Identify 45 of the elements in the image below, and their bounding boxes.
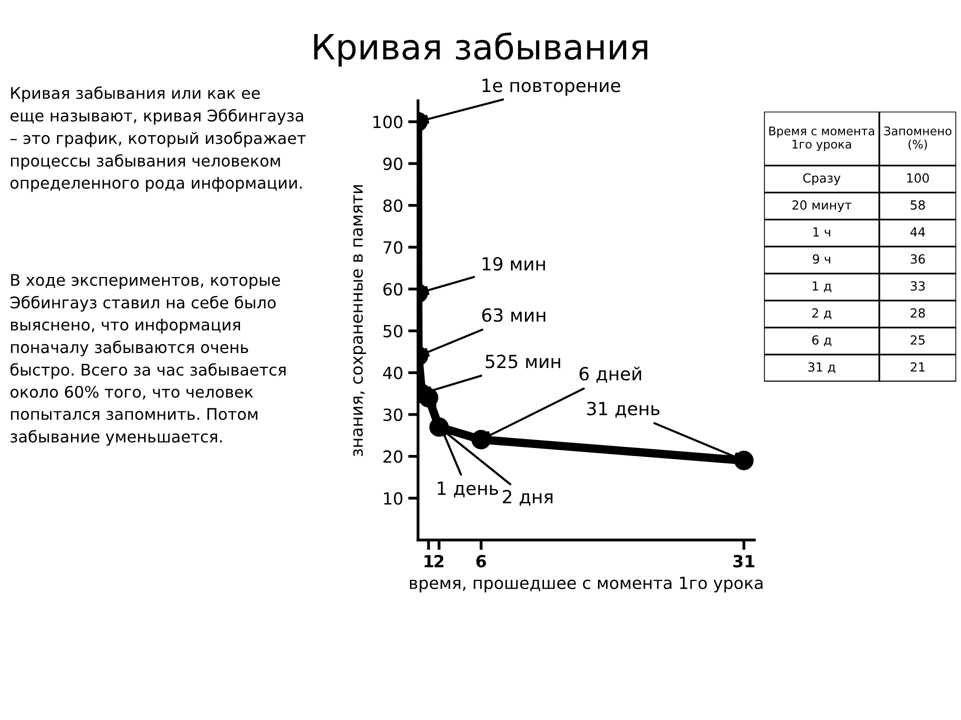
data-label: 28 xyxy=(910,308,925,318)
category-label: 31 д xyxy=(808,362,836,374)
category-label: Сразу xyxy=(803,173,840,186)
annotation: 63 мин xyxy=(482,308,546,322)
x-axis-title: время, прошедшее с момента 1го урока xyxy=(410,576,762,592)
data-label: 25 xyxy=(910,335,925,345)
category-label: 1 д xyxy=(812,281,832,292)
y-tick-label: 100 xyxy=(373,116,402,128)
y-axis-title: знания, сохраненные в памяти xyxy=(353,185,366,456)
text: В ходе экспериментов, которые Эббингауз ставил на себе было выяснено, что информация поначалу забываются очень быстро. Всего за час забывается около 60% того, что человек попытался запомнить. Потом забывание уменьшается. xyxy=(10,274,286,446)
category-label: 2 д xyxy=(812,308,832,320)
text: Кривая забывания xyxy=(314,32,648,67)
annotation: 2 дня xyxy=(502,490,552,506)
y-tick-label: 70 xyxy=(384,241,402,254)
x-tick-label: 1 xyxy=(424,555,434,568)
data-label: 58 xyxy=(910,200,925,210)
data-label: 33 xyxy=(910,281,925,291)
x-tick-label: 2 xyxy=(434,554,444,568)
category-label: 6 д xyxy=(812,335,832,346)
category-label: 9 ч xyxy=(812,254,830,264)
x-tick-label: 31 xyxy=(733,554,754,568)
data-label: 100 xyxy=(907,173,929,183)
y-tick-label: 60 xyxy=(383,282,402,296)
text: Запомнено (%) xyxy=(884,126,952,150)
y-tick-label: 40 xyxy=(383,366,402,380)
annotation: 31 день xyxy=(587,402,660,418)
text: Время с момента 1го урока xyxy=(769,126,874,151)
category-label: 1 ч xyxy=(813,227,830,237)
data-label: 21 xyxy=(910,362,925,372)
text: Кривая забывания или как ее еще называют, кривая Эббингауза – это график, который изображает процессы забывания человеком определенного рода информации. xyxy=(10,86,306,192)
annotation: 525 мин xyxy=(486,354,560,368)
y-tick-label: 30 xyxy=(384,408,402,422)
y-tick-label: 20 xyxy=(383,450,402,463)
data-label: 36 xyxy=(910,254,925,264)
annotation: 19 мин xyxy=(482,257,545,271)
y-tick-label: 50 xyxy=(384,324,402,338)
data-label: 44 xyxy=(910,227,926,237)
category-label: 20 минут xyxy=(792,200,852,212)
y-tick-label: 80 xyxy=(383,199,402,212)
y-tick-label: 90 xyxy=(383,158,402,170)
y-tick-label: 10 xyxy=(384,492,402,505)
annotation: 6 дней xyxy=(580,366,642,383)
x-tick-label: 6 xyxy=(476,554,486,568)
annotation: 1е повторение xyxy=(482,78,620,96)
annotation: 1 день xyxy=(438,482,498,498)
